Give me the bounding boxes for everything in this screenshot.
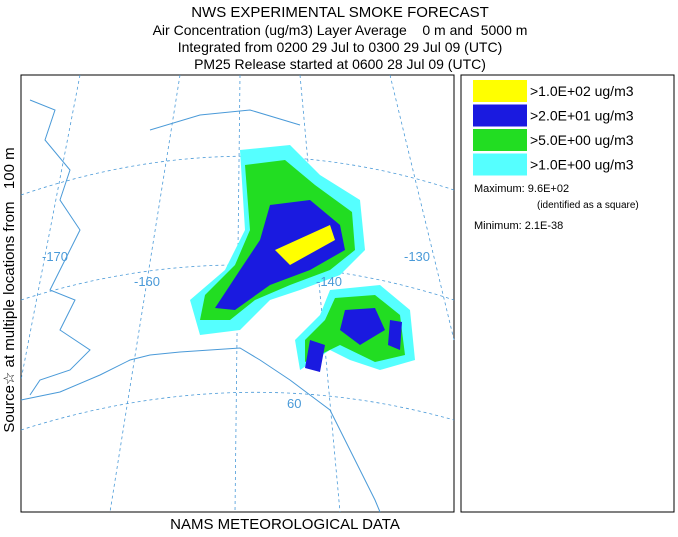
legend-swatch bbox=[473, 153, 527, 176]
side-label: Source☆ at multiple locations from 100 m bbox=[1, 147, 18, 432]
legend-label: >2.0E+01 ug/m3 bbox=[530, 108, 634, 124]
legend: >1.0E+02 ug/m3 >2.0E+01 ug/m3 >5.0E+00 ug/… bbox=[473, 80, 634, 176]
map-grid-labels: -170 -160 -140 -130 60 bbox=[42, 249, 430, 411]
subtitle: PM25 Release started at 0600 28 Jul 09 (… bbox=[194, 56, 486, 72]
legend-label: >1.0E+02 ug/m3 bbox=[530, 83, 634, 99]
grid-label: -170 bbox=[42, 249, 68, 264]
legend-swatch bbox=[473, 129, 527, 151]
subtitle: Air Concentration (ug/m3) Layer Average … bbox=[153, 22, 528, 38]
smoke-plume bbox=[190, 145, 415, 372]
grid-label: -140 bbox=[316, 274, 342, 289]
maximum-note: (identified as a square) bbox=[537, 200, 639, 211]
legend-label: >5.0E+00 ug/m3 bbox=[530, 132, 634, 148]
legend-swatch bbox=[473, 104, 527, 127]
footer: NAMS METEOROLOGICAL DATA bbox=[170, 516, 400, 532]
grid-label: -130 bbox=[404, 249, 430, 264]
grid-label: -160 bbox=[134, 274, 160, 289]
grid-label: 60 bbox=[287, 396, 301, 411]
legend-label: >1.0E+00 ug/m3 bbox=[530, 157, 634, 173]
title: NWS EXPERIMENTAL SMOKE FORECAST bbox=[191, 4, 489, 21]
maximum: Maximum: 9.6E+02 bbox=[474, 183, 569, 195]
subtitle: Integrated from 0200 29 Jul to 0300 29 J… bbox=[178, 39, 503, 55]
map bbox=[20, 74, 455, 513]
legend-swatch bbox=[473, 80, 527, 102]
minimum: Minimum: 2.1E-38 bbox=[474, 220, 563, 232]
